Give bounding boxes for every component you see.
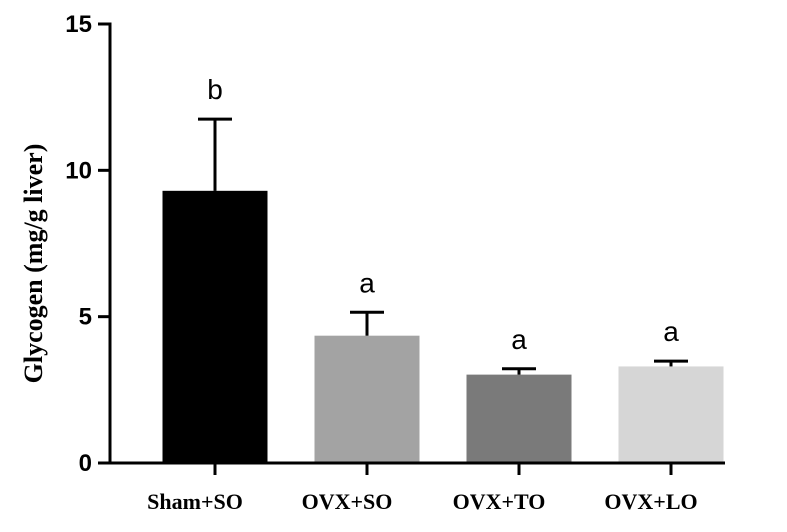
significance-letter: a [359, 267, 375, 298]
significance-letter: b [207, 74, 223, 105]
y-ticks-layer: 0 5 10 15 [65, 11, 110, 477]
y-axis-title: Glycogen (mg/g liver) [19, 144, 48, 384]
bar [162, 190, 268, 463]
y-tick-label: 10 [65, 157, 92, 184]
significance-labels-layer: b a a a [207, 74, 679, 355]
x-tick-label: OVX+SO [302, 489, 393, 514]
significance-letter: a [511, 324, 527, 355]
x-tick-label: OVX+LO [604, 489, 697, 514]
y-tick-label: 5 [79, 304, 92, 331]
bar [466, 374, 572, 463]
bars-layer [162, 190, 724, 463]
x-ticks-layer: Sham+SO OVX+SO OVX+TO OVX+LO [147, 463, 698, 514]
significance-letter: a [663, 316, 679, 347]
axes-layer [108, 22, 725, 465]
x-tick-label: OVX+TO [453, 489, 546, 514]
bar [618, 366, 724, 463]
y-tick-label: 0 [79, 450, 92, 477]
y-tick-label: 15 [65, 11, 92, 38]
x-tick-label: Sham+SO [147, 489, 243, 514]
bar [314, 335, 420, 463]
error-bars-layer [198, 117, 688, 375]
